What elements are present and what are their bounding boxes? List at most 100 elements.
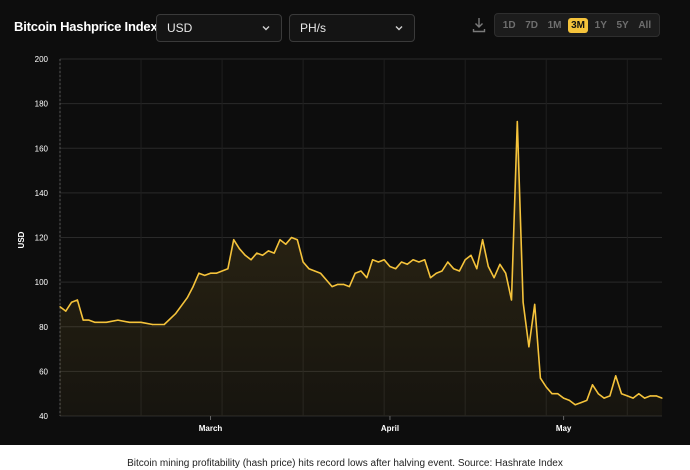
data-point	[615, 375, 617, 377]
data-point	[215, 272, 217, 274]
series-line	[59, 120, 663, 406]
data-point	[117, 319, 119, 321]
series-area	[60, 121, 662, 416]
data-point	[65, 310, 67, 312]
data-point	[638, 393, 640, 395]
range-button-1m[interactable]: 1M	[547, 19, 562, 31]
data-point	[285, 243, 287, 245]
chevron-down-icon	[395, 26, 403, 31]
y-tick-label: 80	[39, 323, 48, 332]
data-point	[308, 268, 310, 270]
y-tick-label: 140	[35, 189, 49, 198]
data-point	[383, 259, 385, 261]
range-button-3m[interactable]: 3M	[568, 17, 589, 33]
data-point	[591, 384, 594, 386]
y-tick-label: 120	[35, 234, 49, 243]
data-point	[238, 248, 240, 250]
data-point	[267, 250, 269, 252]
data-point	[655, 395, 657, 397]
data-point	[395, 268, 397, 270]
data-point	[198, 272, 200, 274]
currency-select[interactable]: USD	[156, 14, 282, 42]
data-point	[649, 395, 652, 397]
data-point	[539, 377, 542, 379]
data-point	[574, 404, 576, 406]
data-point	[279, 239, 281, 241]
data-point	[528, 346, 530, 348]
data-point	[377, 261, 379, 263]
page-title: Bitcoin Hashprice Index	[14, 19, 158, 34]
range-button-1d[interactable]: 1D	[502, 19, 516, 31]
data-point	[337, 283, 339, 285]
range-button-all[interactable]: All	[638, 19, 652, 31]
y-tick-label: 60	[39, 367, 48, 376]
data-point	[453, 268, 455, 270]
x-tick-label: May	[556, 424, 572, 433]
data-point	[400, 261, 403, 263]
data-point	[441, 270, 443, 272]
data-point	[250, 259, 252, 261]
data-point	[94, 321, 96, 323]
data-point	[209, 272, 212, 274]
data-point	[620, 393, 623, 395]
data-point	[88, 319, 90, 321]
unit-select[interactable]: PH/s	[289, 14, 415, 42]
data-point	[487, 265, 489, 268]
x-axis-ticks: March April May	[199, 416, 572, 433]
chart-panel: Bitcoin Hashprice Index USD PH/s 1D 7D 1M 3…	[0, 0, 690, 445]
data-point	[348, 286, 350, 288]
data-point	[626, 395, 628, 397]
data-point	[406, 263, 408, 265]
data-point	[435, 272, 437, 274]
data-point	[418, 261, 420, 263]
data-point	[482, 239, 484, 241]
data-point	[568, 399, 571, 401]
data-point	[458, 270, 460, 272]
data-point	[192, 286, 194, 288]
data-point	[632, 397, 634, 399]
chevron-down-icon	[262, 26, 270, 31]
data-point	[499, 263, 501, 265]
unit-select-value: PH/s	[300, 21, 327, 35]
data-point	[447, 261, 449, 263]
data-point	[325, 279, 327, 281]
data-point	[545, 386, 547, 388]
x-tick-label: March	[199, 424, 223, 433]
data-point	[661, 397, 663, 399]
data-point	[244, 254, 246, 256]
y-axis-ticks: 40 60 80 100 120 140 160 180 200	[35, 55, 49, 421]
data-point	[128, 321, 131, 323]
data-point	[343, 283, 345, 285]
data-point	[175, 312, 177, 314]
data-point	[354, 272, 356, 274]
range-button-5y[interactable]: 5Y	[616, 19, 629, 31]
data-point	[597, 393, 599, 395]
data-point	[319, 272, 322, 274]
data-point	[429, 277, 432, 279]
range-button-7d[interactable]: 7D	[525, 19, 538, 31]
data-point	[71, 301, 73, 303]
data-point	[204, 274, 206, 276]
y-tick-label: 200	[35, 55, 49, 64]
figure-caption: Bitcoin mining profitability (hash price…	[127, 458, 563, 469]
data-point	[82, 319, 84, 321]
data-point	[262, 254, 264, 256]
data-point	[140, 321, 142, 323]
data-point	[551, 393, 553, 395]
y-tick-label: 160	[35, 144, 49, 153]
download-icon[interactable]	[471, 16, 487, 34]
range-button-1y[interactable]: 1Y	[594, 19, 607, 31]
data-point	[290, 236, 293, 239]
data-point	[580, 402, 582, 404]
data-point	[534, 303, 536, 305]
data-point	[389, 265, 391, 268]
data-point	[505, 272, 507, 274]
data-point	[186, 297, 188, 299]
data-point	[464, 259, 466, 261]
data-point	[296, 239, 298, 241]
data-point	[331, 286, 333, 288]
data-point	[609, 395, 611, 397]
data-point	[105, 321, 107, 323]
data-point	[372, 259, 374, 261]
